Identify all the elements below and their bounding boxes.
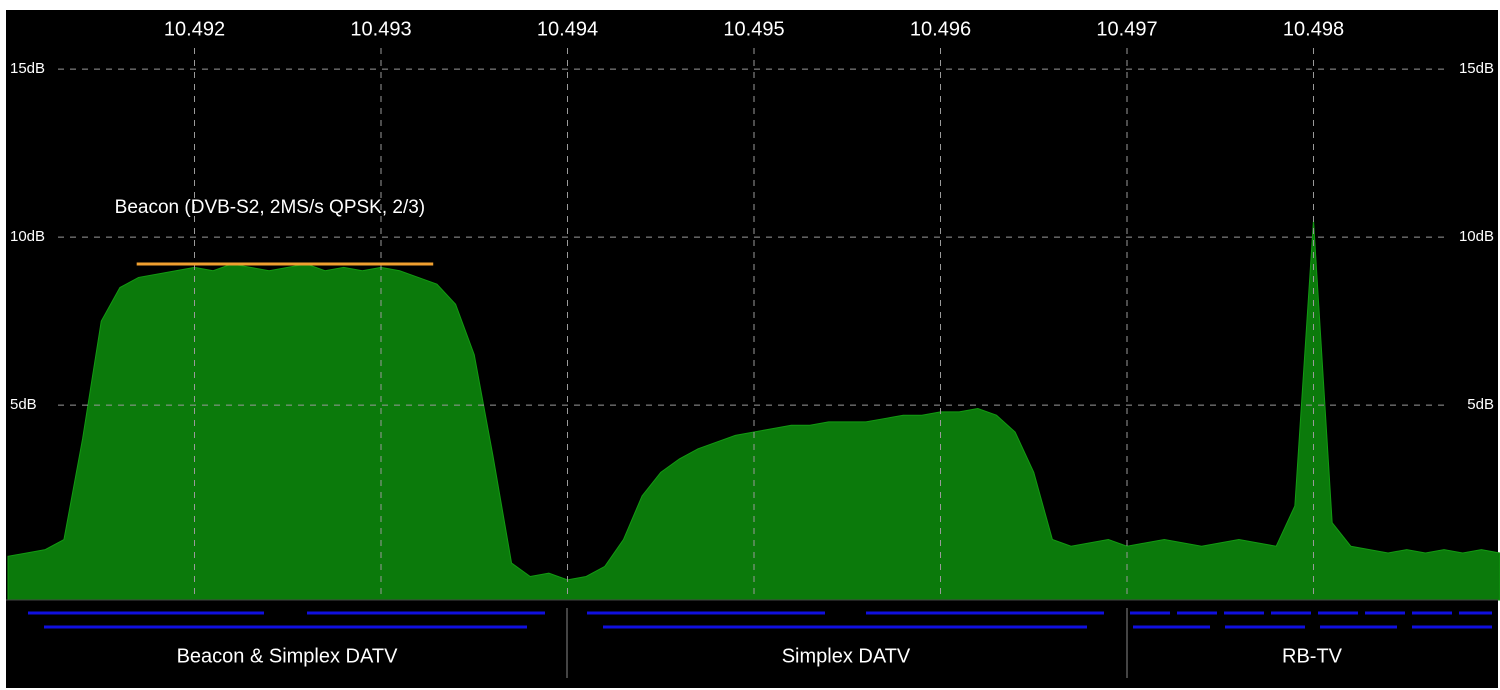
channel-lines xyxy=(28,611,1492,629)
x-tick-label: 10.494 xyxy=(537,18,598,40)
band-label: RB-TV xyxy=(1282,645,1343,667)
y-tick-label: 10dB xyxy=(1459,228,1494,245)
y-tick-label: 10dB xyxy=(10,228,45,245)
plot: 5dB 5dB 10dB 10dB 15dB 15dB 10.492 10.493 10.494… xyxy=(7,18,1500,601)
y-tick-label: 5dB xyxy=(1467,396,1494,413)
x-tick-label: 10.498 xyxy=(1283,18,1344,40)
x-tick-label: 10.495 xyxy=(723,18,784,40)
band-label: Beacon & Simplex DATV xyxy=(177,645,398,667)
band-label: Simplex DATV xyxy=(782,645,911,667)
x-tick-label: 10.492 xyxy=(164,18,225,40)
y-tick-label: 5dB xyxy=(10,396,37,413)
annotation-text: Beacon (DVB-S2, 2MS/s QPSK, 2/3) xyxy=(115,197,425,218)
y-tick-label: 15dB xyxy=(1459,60,1494,77)
y-tick-label: 15dB xyxy=(10,60,45,77)
x-tick-label: 10.493 xyxy=(350,18,411,40)
x-tick-label: 10.496 xyxy=(910,18,971,40)
x-tick-label: 10.497 xyxy=(1096,18,1157,40)
